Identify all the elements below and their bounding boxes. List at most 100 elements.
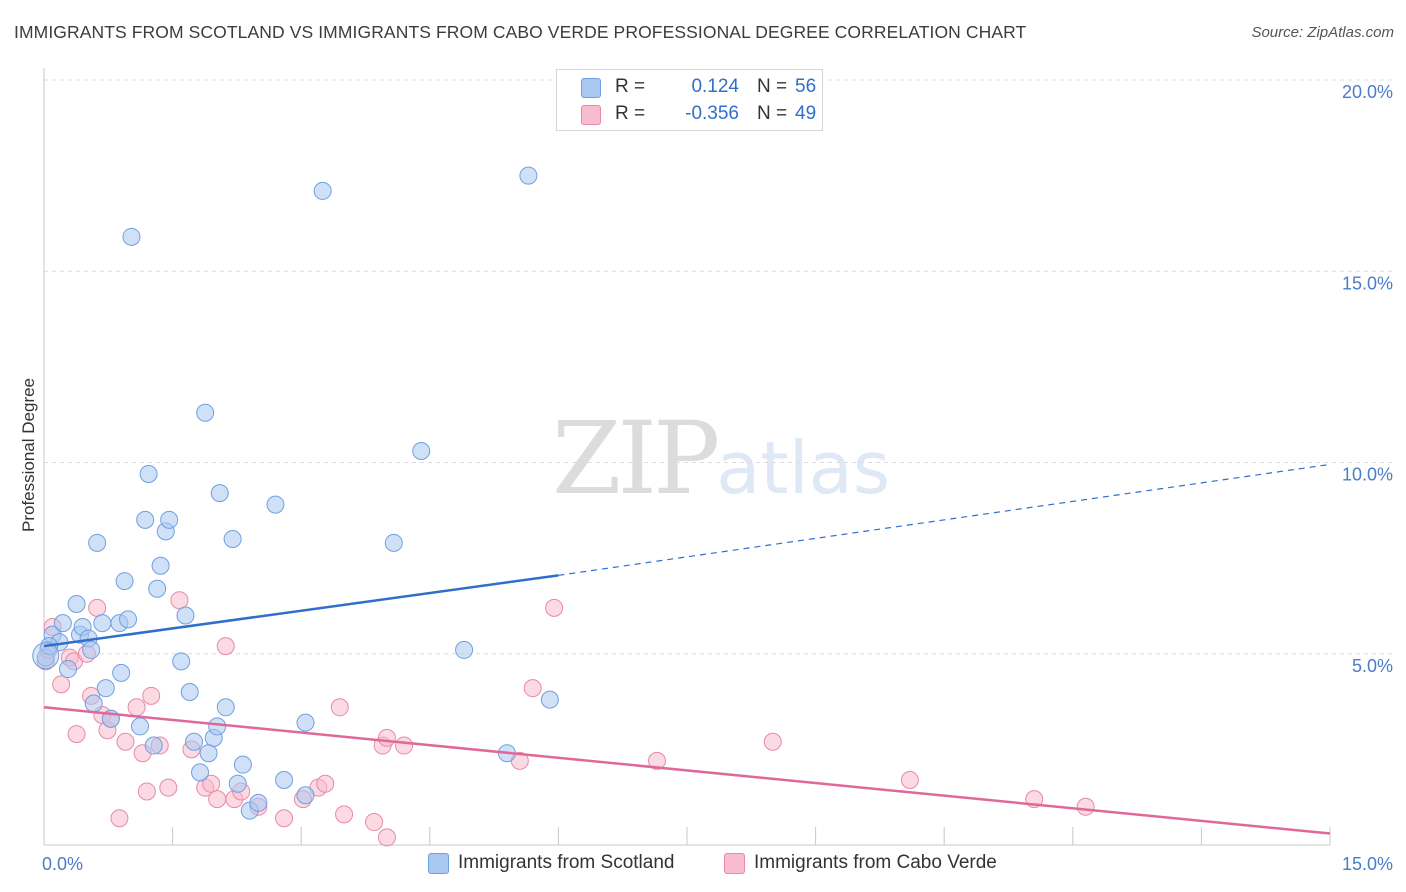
data-point [180,683,199,701]
data-point [210,484,229,503]
data-point [199,744,218,763]
n-label: N = [757,103,788,124]
y-axis-title: Professional Degree [19,378,38,532]
r-value: -0.356 [685,103,739,124]
data-point [228,774,247,793]
data-point [249,793,268,812]
data-point [67,725,86,744]
data-point [377,728,396,747]
data-point [139,464,158,483]
x-tick-label: 15.0% [1342,854,1393,874]
r-label: R = [615,103,646,124]
data-point [266,495,285,514]
data-point [93,614,112,633]
data-point [160,510,179,529]
data-point [148,579,167,598]
data-point [191,763,210,782]
y-tick-label: 10.0% [1342,465,1393,485]
data-point [523,679,542,698]
bottom-legend-label: Immigrants from Cabo Verde [754,852,997,873]
chart-title: IMMIGRANTS FROM SCOTLAND VS IMMIGRANTS F… [14,22,1027,42]
data-point [127,698,146,717]
data-point [88,598,107,617]
y-tick-label: 20.0% [1342,82,1393,102]
data-point [82,640,101,659]
data-point [395,736,414,755]
data-point [647,751,666,770]
data-point [384,533,403,552]
data-point [335,805,354,824]
data-point [216,637,235,656]
x-tick-label: 0.0% [42,854,83,874]
data-point [540,690,559,709]
watermark-atlas: atlas [716,426,891,510]
data-point [196,403,215,422]
data-point [545,598,564,617]
data-point [59,660,78,679]
data-point-large [32,642,60,670]
n-value: 56 [795,76,817,97]
data-point [296,786,315,805]
data-point [519,166,538,185]
data-point [1076,797,1095,816]
r-value: 0.124 [691,76,739,97]
data-point [159,778,178,797]
bottom-legend-swatch-cabo-verde [724,853,745,874]
data-point [142,686,161,705]
data-point [52,675,71,694]
data-point [131,717,150,736]
y-tick-label: 5.0% [1352,656,1393,676]
data-point [119,610,138,629]
data-point [296,713,315,732]
data-point [116,732,135,751]
trend-line-cabo-verde [43,706,1331,835]
data-point [208,717,227,736]
data-point [96,679,115,698]
data-point [330,698,349,717]
legend-swatch-cabo-verde [581,105,601,125]
stats-legend: R = 0.124 N = 56 R = -0.356 N = 49 [556,69,823,131]
data-point [313,181,332,200]
data-point [170,591,189,610]
data-point [275,809,294,828]
data-point [67,595,86,614]
watermark-zip: ZIP [552,400,720,517]
legend-swatch-scotland [581,78,601,98]
data-point [202,774,221,793]
data-point [172,652,191,671]
data-point [233,755,252,774]
data-point [112,663,131,682]
data-point [365,813,384,832]
n-value: 49 [795,103,817,124]
trend-line-scotland-extension [558,463,1331,576]
y-tick-label: 15.0% [1342,273,1393,293]
data-point [216,698,235,717]
n-label: N = [757,76,788,97]
data-point [316,774,335,793]
r-label: R = [615,76,646,97]
data-point [144,736,163,755]
trend-line-scotland [43,574,559,648]
data-point [84,694,103,713]
data-point [110,809,129,828]
data-point [176,606,195,625]
data-point [137,782,156,801]
data-point [455,640,474,659]
data-point [88,533,107,552]
data-point [53,614,72,633]
data-point [185,732,204,751]
data-point [763,732,782,751]
data-point [223,530,242,548]
data-point [208,790,227,809]
source-label: Source: ZipAtlas.com [1251,24,1394,41]
watermark: ZIPatlas [552,400,890,517]
data-point [122,227,141,246]
data-point [136,510,155,529]
data-point [151,556,170,575]
data-point [275,770,294,789]
bottom-legend-swatch-scotland [428,853,449,874]
bottom-legend-label: Immigrants from Scotland [458,852,675,873]
data-point [115,572,134,591]
data-point [412,442,431,461]
